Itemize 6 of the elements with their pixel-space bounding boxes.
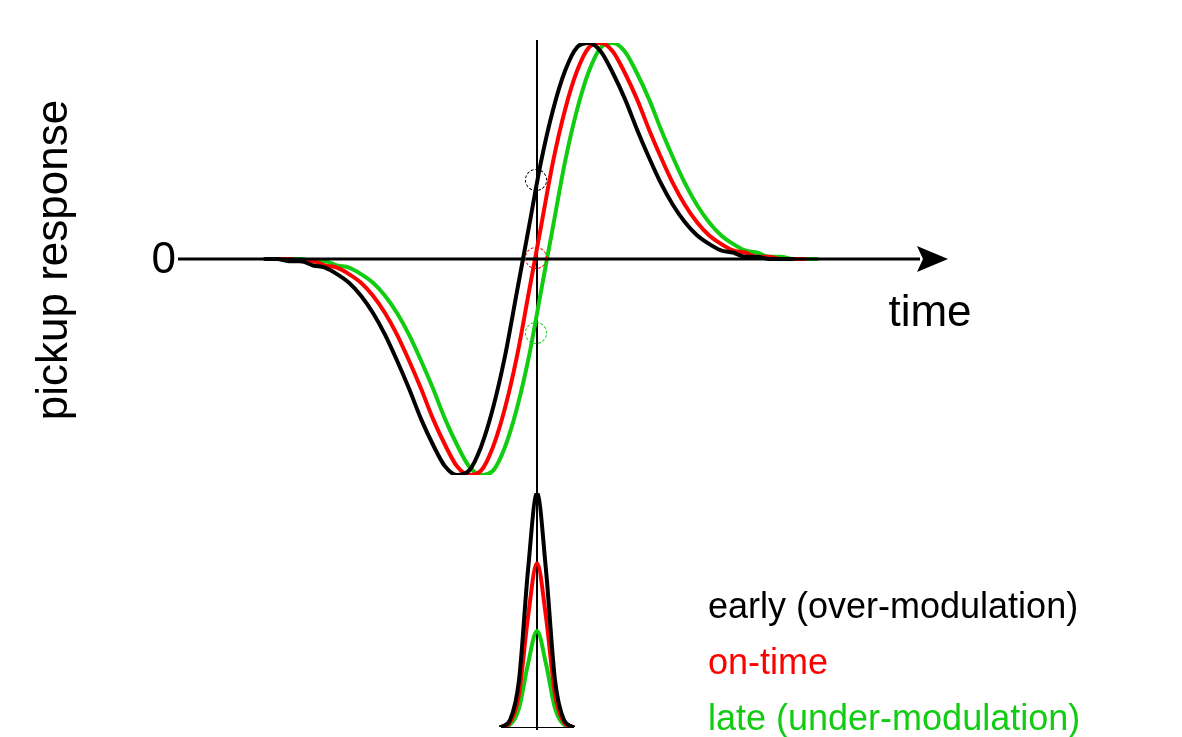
- text: early (over-modulation): [708, 584, 1080, 628]
- y-axis-title: pickup response: [27, 99, 77, 421]
- x-axis-title: time: [888, 286, 972, 336]
- text: late (under-modulation): [708, 696, 1081, 737]
- text: on-time: [708, 640, 830, 684]
- text: 0: [151, 233, 176, 283]
